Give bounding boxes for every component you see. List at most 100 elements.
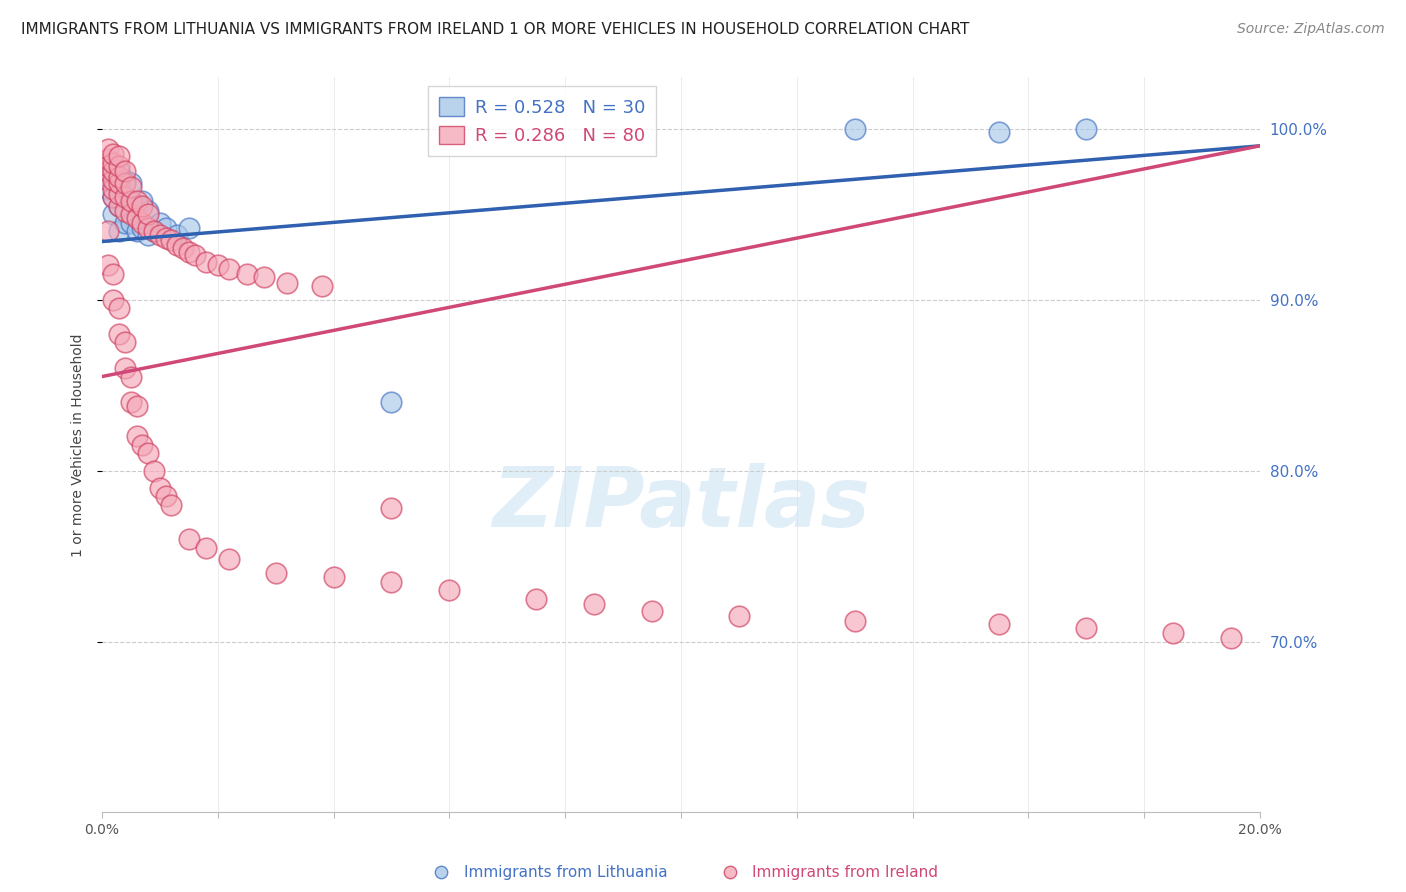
Point xyxy=(988,125,1011,139)
Point xyxy=(430,865,453,880)
Point xyxy=(195,255,218,269)
Text: Immigrants from Lithuania: Immigrants from Lithuania xyxy=(464,865,668,880)
Point xyxy=(125,224,148,238)
Point xyxy=(120,216,142,230)
Point xyxy=(97,153,120,167)
Point xyxy=(439,583,461,598)
Point xyxy=(136,227,159,242)
Point xyxy=(120,207,142,221)
Point xyxy=(120,194,142,208)
Point xyxy=(125,194,148,208)
Point xyxy=(844,121,866,136)
Point xyxy=(160,498,183,512)
Point xyxy=(183,248,205,262)
Point xyxy=(97,173,120,187)
Point xyxy=(114,216,136,230)
Point xyxy=(114,190,136,204)
Point xyxy=(718,865,741,880)
Point xyxy=(728,608,751,623)
Point xyxy=(103,293,125,307)
Point xyxy=(1161,626,1184,640)
Point xyxy=(108,159,131,173)
Point xyxy=(177,220,200,235)
Point xyxy=(108,177,131,191)
Point xyxy=(1076,121,1098,136)
Point xyxy=(114,164,136,178)
Point xyxy=(103,156,125,170)
Point xyxy=(114,361,136,376)
Point xyxy=(160,233,183,247)
Point xyxy=(108,169,131,184)
Point xyxy=(166,227,188,242)
Point xyxy=(114,203,136,218)
Point xyxy=(253,270,276,285)
Point xyxy=(155,489,177,503)
Point xyxy=(218,552,240,566)
Point xyxy=(103,181,125,195)
Point xyxy=(120,194,142,208)
Point xyxy=(1076,621,1098,635)
Point xyxy=(125,211,148,225)
Point xyxy=(524,591,547,606)
Point xyxy=(844,614,866,628)
Point xyxy=(380,395,402,409)
Point xyxy=(143,224,166,238)
Point xyxy=(103,173,125,187)
Point xyxy=(380,501,402,516)
Point xyxy=(149,481,172,495)
Point xyxy=(131,438,153,452)
Point xyxy=(97,164,120,178)
Point xyxy=(149,227,172,242)
Point xyxy=(311,279,333,293)
Point xyxy=(136,207,159,221)
Point xyxy=(97,259,120,273)
Point xyxy=(149,216,172,230)
Point xyxy=(143,224,166,238)
Point xyxy=(131,199,153,213)
Point xyxy=(583,597,606,611)
Point xyxy=(108,186,131,201)
Point xyxy=(125,199,148,213)
Point xyxy=(166,238,188,252)
Point xyxy=(120,369,142,384)
Point xyxy=(136,446,159,460)
Point xyxy=(108,301,131,316)
Text: Immigrants from Ireland: Immigrants from Ireland xyxy=(752,865,938,880)
Point xyxy=(108,199,131,213)
Point xyxy=(114,190,136,204)
Point xyxy=(108,224,131,238)
Point xyxy=(108,164,131,178)
Point xyxy=(108,199,131,213)
Point xyxy=(131,220,153,235)
Point xyxy=(131,216,153,230)
Point xyxy=(125,429,148,443)
Point xyxy=(143,464,166,478)
Point xyxy=(155,231,177,245)
Point xyxy=(97,169,120,184)
Point xyxy=(120,177,142,191)
Point xyxy=(103,190,125,204)
Point xyxy=(177,244,200,259)
Point xyxy=(103,190,125,204)
Text: Source: ZipAtlas.com: Source: ZipAtlas.com xyxy=(1237,22,1385,37)
Point xyxy=(264,566,287,581)
Y-axis label: 1 or more Vehicles in Household: 1 or more Vehicles in Household xyxy=(72,334,86,557)
Point xyxy=(120,395,142,409)
Point xyxy=(97,224,120,238)
Point xyxy=(276,276,298,290)
Point xyxy=(108,326,131,341)
Legend: R = 0.528   N = 30, R = 0.286   N = 80: R = 0.528 N = 30, R = 0.286 N = 80 xyxy=(427,87,657,156)
Point xyxy=(97,159,120,173)
Point xyxy=(103,267,125,281)
Point xyxy=(103,147,125,161)
Point xyxy=(172,241,194,255)
Point xyxy=(380,574,402,589)
Point xyxy=(235,267,257,281)
Text: IMMIGRANTS FROM LITHUANIA VS IMMIGRANTS FROM IRELAND 1 OR MORE VEHICLES IN HOUSE: IMMIGRANTS FROM LITHUANIA VS IMMIGRANTS … xyxy=(21,22,970,37)
Point xyxy=(125,399,148,413)
Point xyxy=(641,604,664,618)
Point xyxy=(136,220,159,235)
Point xyxy=(195,541,218,555)
Point xyxy=(131,194,153,208)
Point xyxy=(218,261,240,276)
